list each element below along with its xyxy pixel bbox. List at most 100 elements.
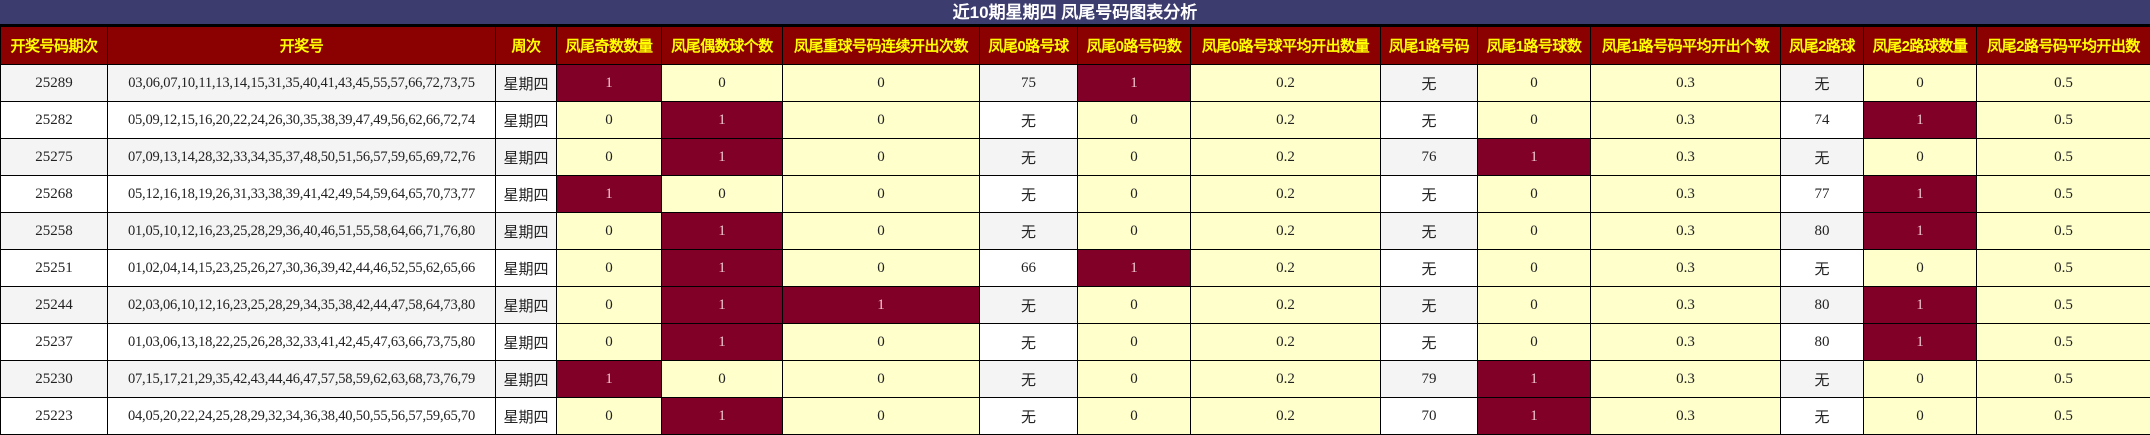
table-cell: 0.2 bbox=[1190, 175, 1381, 213]
table-cell: 74 bbox=[1780, 101, 1864, 139]
table-cell: 1 bbox=[1477, 397, 1591, 435]
table-cell: 1 bbox=[1863, 286, 1977, 324]
table-cell: 0 bbox=[661, 360, 783, 398]
column-header: 凤尾2路号码平均开出数 bbox=[1976, 26, 2150, 65]
table-cell: 25237 bbox=[0, 323, 108, 361]
table-cell: 0 bbox=[782, 323, 980, 361]
table-cell: 80 bbox=[1780, 286, 1864, 324]
table-cell: 05,12,16,18,19,26,31,33,38,39,41,42,49,5… bbox=[107, 175, 496, 213]
table-cell: 80 bbox=[1780, 212, 1864, 250]
table-cell: 0 bbox=[782, 397, 980, 435]
table-cell: 无 bbox=[979, 212, 1078, 250]
table-cell: 无 bbox=[1380, 212, 1478, 250]
table-row: 25237 01,03,06,13,18,22,25,26,28,32,33,41… bbox=[0, 323, 2150, 361]
table-cell: 0 bbox=[1477, 212, 1591, 250]
table-cell: 无 bbox=[1380, 249, 1478, 287]
table-cell: 0 bbox=[782, 360, 980, 398]
table-cell: 0.2 bbox=[1190, 323, 1381, 361]
table-cell: 0 bbox=[556, 101, 662, 139]
table-cell: 25244 bbox=[0, 286, 108, 324]
table-cell: 0 bbox=[782, 175, 980, 213]
table-cell: 0.5 bbox=[1976, 101, 2150, 139]
table-cell: 0 bbox=[1863, 249, 1977, 287]
table-cell: 0 bbox=[1477, 175, 1591, 213]
table-cell: 70 bbox=[1380, 397, 1478, 435]
table-cell: 1 bbox=[661, 397, 783, 435]
table-cell: 无 bbox=[1380, 175, 1478, 213]
table-cell: 星期四 bbox=[495, 397, 557, 435]
table-row: 25289 03,06,07,10,11,13,14,15,31,35,40,41… bbox=[0, 64, 2150, 102]
table-cell: 1 bbox=[1077, 249, 1191, 287]
table-cell: 0 bbox=[1077, 397, 1191, 435]
table-cell: 0.5 bbox=[1976, 64, 2150, 102]
table-cell: 25289 bbox=[0, 64, 108, 102]
table-cell: 0 bbox=[782, 138, 980, 176]
table-row: 25223 04,05,20,22,24,25,28,29,32,34,36,38… bbox=[0, 397, 2150, 435]
table-cell: 0.3 bbox=[1590, 323, 1781, 361]
table-cell: 0.5 bbox=[1976, 175, 2150, 213]
table-cell: 0.3 bbox=[1590, 397, 1781, 435]
table-cell: 0.2 bbox=[1190, 101, 1381, 139]
table-cell: 0.3 bbox=[1590, 138, 1781, 176]
table-cell: 1 bbox=[661, 138, 783, 176]
table-cell: 1 bbox=[1863, 101, 1977, 139]
table-cell: 无 bbox=[1780, 138, 1864, 176]
table-cell: 无 bbox=[979, 175, 1078, 213]
table-cell: 25251 bbox=[0, 249, 108, 287]
column-header: 凤尾1路号球数 bbox=[1477, 26, 1591, 65]
table-cell: 1 bbox=[1077, 64, 1191, 102]
table-cell: 0.3 bbox=[1590, 212, 1781, 250]
table-cell: 01,05,10,12,16,23,25,28,29,36,40,46,51,5… bbox=[107, 212, 496, 250]
column-header: 开奖号 bbox=[107, 26, 496, 65]
table-cell: 0 bbox=[1077, 286, 1191, 324]
table-row: 25258 01,05,10,12,16,23,25,28,29,36,40,46… bbox=[0, 212, 2150, 250]
table-cell: 星期四 bbox=[495, 286, 557, 324]
table-cell: 25282 bbox=[0, 101, 108, 139]
table-cell: 0 bbox=[556, 397, 662, 435]
table-cell: 03,06,07,10,11,13,14,15,31,35,40,41,43,4… bbox=[107, 64, 496, 102]
table-cell: 0 bbox=[556, 286, 662, 324]
table-cell: 0 bbox=[661, 64, 783, 102]
table-cell: 25268 bbox=[0, 175, 108, 213]
table-cell: 0 bbox=[1077, 138, 1191, 176]
table-cell: 0 bbox=[1477, 249, 1591, 287]
table-cell: 1 bbox=[661, 101, 783, 139]
table-cell: 25230 bbox=[0, 360, 108, 398]
table-cell: 0.5 bbox=[1976, 249, 2150, 287]
table-cell: 无 bbox=[979, 101, 1078, 139]
column-header: 凤尾0路号球平均开出数量 bbox=[1190, 26, 1381, 65]
page-title: 近10期星期四 凤尾号码图表分析 bbox=[0, 0, 2150, 26]
table-cell: 77 bbox=[1780, 175, 1864, 213]
table-cell: 星期四 bbox=[495, 138, 557, 176]
table-cell: 0.3 bbox=[1590, 286, 1781, 324]
table-cell: 星期四 bbox=[495, 101, 557, 139]
table-cell: 07,09,13,14,28,32,33,34,35,37,48,50,51,5… bbox=[107, 138, 496, 176]
table-cell: 0.2 bbox=[1190, 212, 1381, 250]
table-cell: 无 bbox=[979, 138, 1078, 176]
table-cell: 0.3 bbox=[1590, 249, 1781, 287]
table-row: 25268 05,12,16,18,19,26,31,33,38,39,41,42… bbox=[0, 175, 2150, 213]
table-cell: 星期四 bbox=[495, 360, 557, 398]
column-header: 凤尾奇数数量 bbox=[556, 26, 662, 65]
table-cell: 无 bbox=[1380, 286, 1478, 324]
table-cell: 无 bbox=[1780, 64, 1864, 102]
table-cell: 1 bbox=[1863, 212, 1977, 250]
column-header: 凤尾0路号码数 bbox=[1077, 26, 1191, 65]
column-header: 凤尾1路号码 bbox=[1380, 26, 1478, 65]
table-cell: 02,03,06,10,12,16,23,25,28,29,34,35,38,4… bbox=[107, 286, 496, 324]
table-cell: 无 bbox=[1780, 249, 1864, 287]
table-cell: 79 bbox=[1380, 360, 1478, 398]
table-cell: 0 bbox=[556, 323, 662, 361]
table-cell: 0 bbox=[1863, 397, 1977, 435]
column-header: 凤尾偶数球个数 bbox=[661, 26, 783, 65]
table-cell: 0.2 bbox=[1190, 360, 1381, 398]
table-cell: 1 bbox=[556, 360, 662, 398]
table-cell: 0 bbox=[1477, 323, 1591, 361]
table-cell: 75 bbox=[979, 64, 1078, 102]
table-cell: 76 bbox=[1380, 138, 1478, 176]
table-cell: 无 bbox=[1780, 397, 1864, 435]
column-header: 开奖号码期次 bbox=[0, 26, 108, 65]
table-row: 25244 02,03,06,10,12,16,23,25,28,29,34,35… bbox=[0, 286, 2150, 324]
table-cell: 01,02,04,14,15,23,25,26,27,30,36,39,42,4… bbox=[107, 249, 496, 287]
table-cell: 0.5 bbox=[1976, 360, 2150, 398]
